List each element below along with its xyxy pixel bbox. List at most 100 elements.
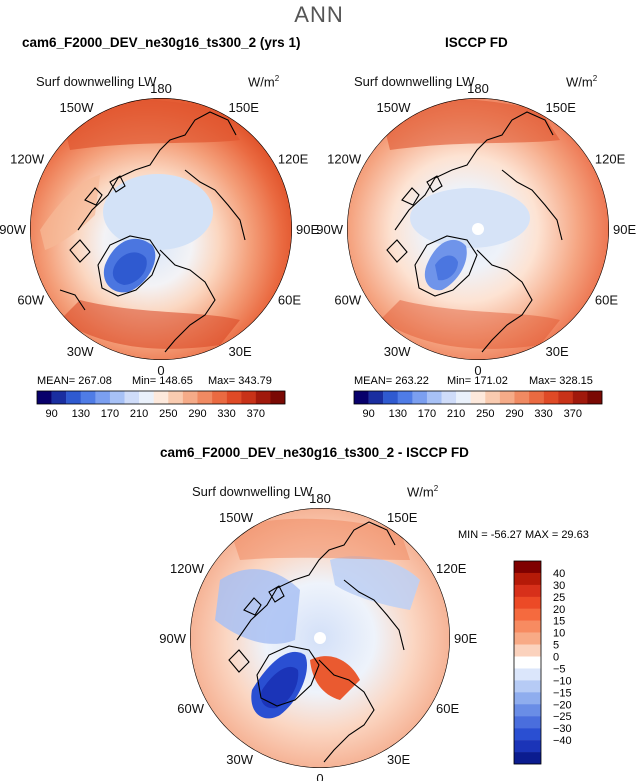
cb-left-frame: [36, 390, 286, 405]
right-colorbar: 90 130 170 210 250 290 330 370: [353, 390, 603, 420]
diff-units-label: W/m2: [407, 484, 439, 500]
cb-right-swatch: [543, 391, 559, 404]
cb-right-tick-label: 170: [418, 408, 436, 420]
cb-right-swatch: [587, 391, 603, 404]
cb-left-swatch: [255, 391, 271, 404]
cb-left-swatch: [109, 391, 125, 404]
diff-colorbar-tick-label: 10: [553, 628, 565, 640]
cb-right-tick-label: 370: [564, 408, 582, 420]
left-lon-label-150w: 150W: [60, 100, 95, 115]
diff-colorbar-swatch: [514, 584, 541, 598]
diff-lon-label-30w: 30W: [226, 752, 253, 767]
right-lon-label-120e: 120E: [595, 152, 626, 167]
right-lon-label-120w: 120W: [327, 152, 362, 167]
diff-lon-label-60w: 60W: [177, 701, 204, 716]
cb-left-swatch: [37, 391, 52, 404]
diff-colorbar-tick-label: 20: [553, 604, 565, 616]
left-mean-stat: MEAN= 267.08: [37, 375, 112, 387]
right-max-stat: Max= 328.15: [529, 375, 593, 387]
cb-right-tick-label: 210: [447, 408, 465, 420]
diff-lon-label-150w: 150W: [219, 510, 254, 525]
right-lon-label-150w: 150W: [377, 100, 412, 115]
left-panel-title: cam6_F2000_DEV_ne30g16_ts300_2 (yrs 1): [22, 35, 301, 50]
diff-colorbar-tick-label: −25: [553, 711, 572, 723]
diff-lon-label-120w: 120W: [170, 561, 205, 576]
diff-colorbar-swatch: [514, 620, 541, 633]
right-lon-label-90w: 90W: [316, 222, 343, 237]
right-min-stat: Min= 171.02: [447, 375, 508, 387]
diff-colorbar-tick-label: −30: [553, 723, 572, 735]
right-mean-stat: MEAN= 263.22: [354, 375, 429, 387]
left-max-stat: Max= 343.79: [208, 375, 272, 387]
diff-colorbar-swatch: [514, 644, 541, 657]
right-lon-label-30w: 30W: [384, 344, 411, 359]
left-lon-label-150e: 150E: [229, 100, 260, 115]
diff-lon-label-30e: 30E: [387, 752, 410, 767]
cb-left-swatch: [51, 391, 67, 404]
right-panel-title: ISCCP FD: [445, 35, 508, 50]
diff-colorbar-swatch: [514, 716, 541, 729]
right-lon-label-60w: 60W: [334, 293, 361, 308]
diff-colorbar-swatch: [514, 704, 541, 717]
diff-colorbar-swatch: [514, 740, 541, 753]
diff-colorbar-tick-label: −5: [553, 664, 566, 676]
cb-left-swatch: [168, 391, 184, 404]
cb-right-swatch: [426, 391, 442, 404]
cb-left-swatch: [270, 391, 286, 404]
cb-left-swatch: [95, 391, 111, 404]
right-lon-label-150e: 150E: [546, 100, 577, 115]
diff-polar-map: [190, 508, 450, 768]
left-lon-label-60w: 60W: [17, 293, 44, 308]
diff-colorbar-swatch: [514, 608, 541, 621]
cb-left-swatch: [66, 391, 81, 404]
left-polar-map: [30, 98, 292, 360]
diff-colorbar-tick-label: 40: [553, 568, 565, 580]
cb-left-swatch: [226, 391, 242, 404]
diff-lon-label-90e: 90E: [454, 631, 477, 646]
cb-right-swatch: [354, 391, 369, 404]
diff-colorbar-swatch: [514, 572, 541, 586]
cb-left-swatch: [139, 391, 154, 404]
diff-colorbar-tick-label: −20: [553, 699, 572, 711]
diff-colorbar-tick-label: −10: [553, 675, 572, 687]
cb-right-swatch: [368, 391, 384, 404]
diff-colorbar-frame: [513, 560, 542, 765]
diff-colorbar-swatch: [514, 668, 541, 681]
cb-left-tick-label: 290: [188, 408, 206, 420]
left-lon-label-120e: 120E: [278, 152, 309, 167]
diff-colorbar-tick-label: 30: [553, 580, 565, 592]
cb-right-swatch: [412, 391, 428, 404]
cb-left-swatch: [212, 391, 227, 404]
left-lon-label-90w: 90W: [0, 222, 27, 237]
diff-variable-label: Surf downwelling LW: [192, 484, 313, 499]
diff-colorbar-tick-label: −40: [553, 735, 572, 747]
cb-right-tick-label: 130: [389, 408, 407, 420]
left-lon-label-30e: 30E: [229, 344, 252, 359]
cb-right-swatch: [558, 391, 574, 404]
right-lon-label-30e: 30E: [546, 344, 569, 359]
longitude-labels: 180 150E 120E 90E 60E 30E 0 30W 60W 90W 120W 150W 18…: [0, 81, 636, 781]
diff-colorbar-tick-label: 15: [553, 616, 565, 628]
right-polar-map: [347, 98, 609, 360]
diff-colorbar-swatch: [514, 680, 541, 693]
cb-right-tick-label: 290: [505, 408, 523, 420]
diff-colorbar-tick-label: 25: [553, 592, 565, 604]
diff-colorbar-swatch: [514, 692, 541, 705]
right-lon-label-60e: 60E: [595, 293, 618, 308]
diff-colorbar-tick-label: −15: [553, 687, 572, 699]
diff-colorbar-swatch: [514, 728, 541, 741]
left-lon-label-30w: 30W: [67, 344, 94, 359]
diff-colorbar-swatch: [514, 596, 541, 609]
cb-right-swatch: [485, 391, 501, 404]
cb-left-swatch: [80, 391, 96, 404]
right-units-label: W/m2: [566, 74, 598, 90]
diff-colorbar-swatch: [514, 656, 541, 669]
cb-left-swatch: [241, 391, 257, 404]
cb-right-swatch: [470, 391, 486, 404]
left-lon-label-0: 0: [157, 363, 164, 378]
diff-lon-label-90w: 90W: [159, 631, 186, 646]
season-title: ANN: [294, 2, 344, 27]
left-min-stat: Min= 148.65: [132, 375, 193, 387]
cb-left-tick-label: 90: [45, 408, 57, 420]
